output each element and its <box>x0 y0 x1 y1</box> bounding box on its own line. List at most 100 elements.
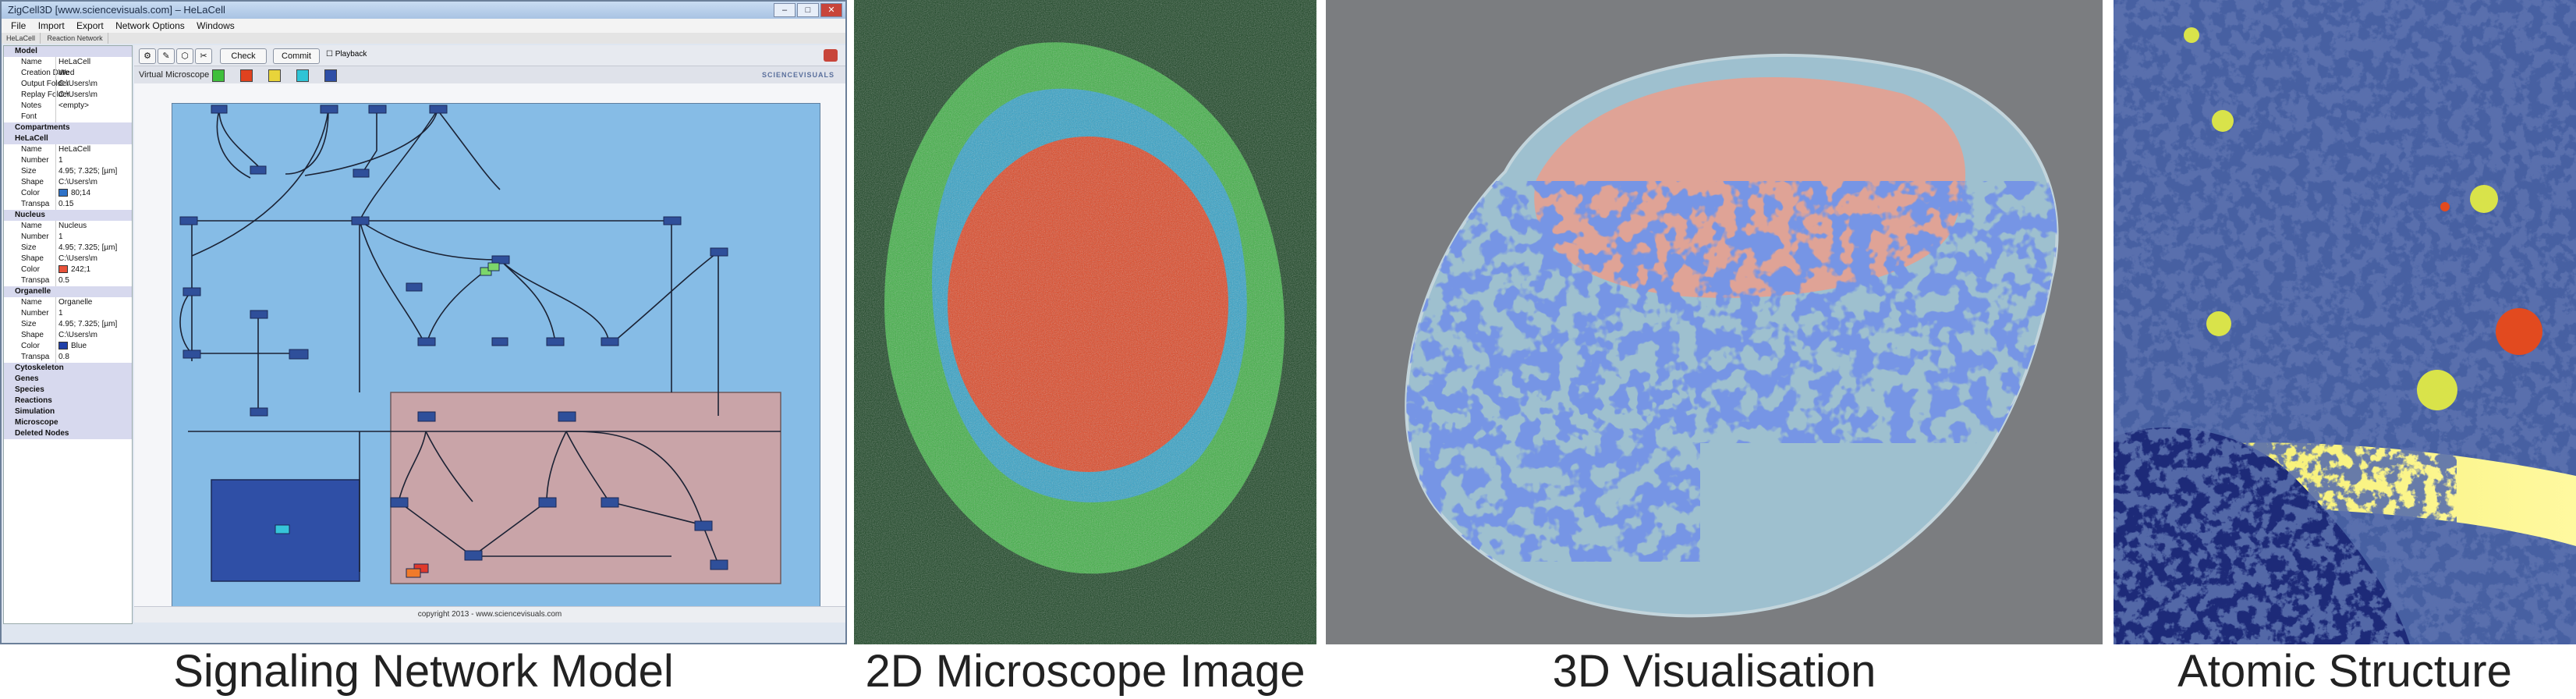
tree-section[interactable]: Cytoskeleton <box>4 363 132 374</box>
property-value[interactable]: C:\Users\m <box>55 177 132 188</box>
tree-property-row[interactable]: Name HeLaCell <box>4 57 132 68</box>
property-value[interactable] <box>55 112 132 122</box>
tree-property-row[interactable]: Size 4.95; 7.325; [µm] <box>4 243 132 254</box>
network-node[interactable] <box>368 105 387 114</box>
property-value[interactable]: C:\Users\m <box>55 79 132 90</box>
network-node[interactable] <box>491 337 508 346</box>
blue-channel-icon[interactable] <box>324 69 337 82</box>
tree-section[interactable]: HeLaCell <box>4 133 132 144</box>
network-node[interactable] <box>250 165 267 175</box>
tab-helacell[interactable]: HeLaCell <box>2 33 41 44</box>
network-node[interactable] <box>320 105 338 114</box>
minimize-button[interactable]: – <box>774 3 795 17</box>
property-value[interactable]: 242;1 <box>55 264 132 275</box>
menu-import[interactable]: Import <box>37 20 65 31</box>
nucleus-compartment[interactable] <box>390 392 781 584</box>
tree-property-row[interactable]: Transpa 0.8 <box>4 352 132 363</box>
tree-property-row[interactable]: Shape C:\Users\m <box>4 330 132 341</box>
network-node[interactable] <box>289 349 309 360</box>
property-value[interactable]: 4.95; 7.325; [µm] <box>55 243 132 254</box>
tree-property-row[interactable]: Size 4.95; 7.325; [µm] <box>4 319 132 330</box>
menu-file[interactable]: File <box>11 20 27 31</box>
network-node[interactable] <box>710 247 728 257</box>
green-channel-icon[interactable] <box>212 69 225 82</box>
property-value[interactable]: Nucleus <box>55 221 132 232</box>
tree-section[interactable]: Organelle <box>4 286 132 297</box>
tree-property-row[interactable]: Color 80;14 <box>4 188 132 199</box>
network-node[interactable] <box>406 568 421 578</box>
color-swatch-icon[interactable] <box>58 342 68 350</box>
property-value[interactable]: Organelle <box>55 297 132 308</box>
tab-reaction-network[interactable]: Reaction Network <box>43 33 108 44</box>
tree-property-row[interactable]: Output Folder C:\Users\m <box>4 79 132 90</box>
playback-checkbox[interactable]: ☐ Playback <box>326 50 367 59</box>
network-node[interactable] <box>487 262 500 271</box>
tree-property-row[interactable]: Number 1 <box>4 308 132 319</box>
menu-network-options[interactable]: Network Options <box>115 20 185 31</box>
network-node[interactable] <box>417 337 436 346</box>
tree-property-row[interactable]: Number 1 <box>4 232 132 243</box>
tree-property-row[interactable]: Shape C:\Users\m <box>4 177 132 188</box>
property-value[interactable]: 1 <box>55 308 132 319</box>
cyan-channel-icon[interactable] <box>296 69 309 82</box>
tree-section[interactable]: Deleted Nodes <box>4 428 132 439</box>
tree-property-row[interactable]: Color 242;1 <box>4 264 132 275</box>
network-node[interactable] <box>663 216 682 225</box>
check-button[interactable]: Check <box>220 48 267 64</box>
property-value[interactable]: HeLaCell <box>55 144 132 155</box>
network-node[interactable] <box>480 267 492 276</box>
property-value[interactable]: C:\Users\m <box>55 254 132 264</box>
network-node[interactable] <box>182 287 201 296</box>
property-value[interactable]: 80;14 <box>55 188 132 199</box>
property-value[interactable]: 0.15 <box>55 199 132 210</box>
network-node[interactable] <box>417 411 436 422</box>
network-node[interactable] <box>558 411 576 422</box>
property-value[interactable]: HeLaCell <box>55 57 132 68</box>
property-value[interactable]: 0.8 <box>55 352 132 363</box>
property-value[interactable]: 0.5 <box>55 275 132 286</box>
menu-export[interactable]: Export <box>76 20 104 31</box>
network-node[interactable] <box>429 105 448 114</box>
network-node[interactable] <box>250 310 268 319</box>
tree-property-row[interactable]: Shape C:\Users\m <box>4 254 132 264</box>
tree-section[interactable]: Nucleus <box>4 210 132 221</box>
property-value[interactable]: C:\Users\m <box>55 330 132 341</box>
tree-section[interactable]: Genes <box>4 374 132 385</box>
network-node[interactable] <box>211 105 228 114</box>
tree-property-row[interactable]: Transpa 0.5 <box>4 275 132 286</box>
tool-icon-1[interactable]: ⚙ <box>139 48 156 64</box>
close-button[interactable]: ✕ <box>820 3 842 17</box>
color-swatch-icon[interactable] <box>58 265 68 274</box>
tool-icon-2[interactable]: ✎ <box>158 48 175 64</box>
network-node[interactable] <box>464 550 483 561</box>
network-node[interactable] <box>179 216 198 225</box>
network-node[interactable] <box>538 497 557 508</box>
network-node[interactable] <box>601 337 619 346</box>
tree-section[interactable]: Reactions <box>4 396 132 406</box>
tree-section[interactable]: Model <box>4 46 132 57</box>
tree-property-row[interactable]: Name HeLaCell <box>4 144 132 155</box>
property-value[interactable]: 1 <box>55 232 132 243</box>
tree-property-row[interactable]: Notes <empty> <box>4 101 132 112</box>
tree-property-row[interactable]: Font <box>4 112 132 122</box>
property-value[interactable]: 1 <box>55 155 132 166</box>
tree-section[interactable]: Simulation <box>4 406 132 417</box>
red-channel-icon[interactable] <box>240 69 253 82</box>
tree-property-row[interactable]: Replay Folder C:\Users\m <box>4 90 132 101</box>
maximize-button[interactable]: □ <box>797 3 819 17</box>
tree-property-row[interactable]: Name Organelle <box>4 297 132 308</box>
tree-property-row[interactable]: Name Nucleus <box>4 221 132 232</box>
record-icon[interactable] <box>824 49 838 62</box>
network-node[interactable] <box>694 520 713 531</box>
network-node[interactable] <box>182 350 201 359</box>
network-node[interactable] <box>491 255 510 264</box>
tree-section[interactable]: Compartments <box>4 122 132 133</box>
property-value[interactable]: Blue <box>55 341 132 352</box>
tree-property-row[interactable]: Size 4.95; 7.325; [µm] <box>4 166 132 177</box>
network-node[interactable] <box>406 282 423 292</box>
network-node[interactable] <box>546 337 565 346</box>
color-swatch-icon[interactable] <box>58 189 68 197</box>
network-node[interactable] <box>710 559 728 570</box>
network-node[interactable] <box>351 216 370 225</box>
property-value[interactable]: 4.95; 7.325; [µm] <box>55 319 132 330</box>
